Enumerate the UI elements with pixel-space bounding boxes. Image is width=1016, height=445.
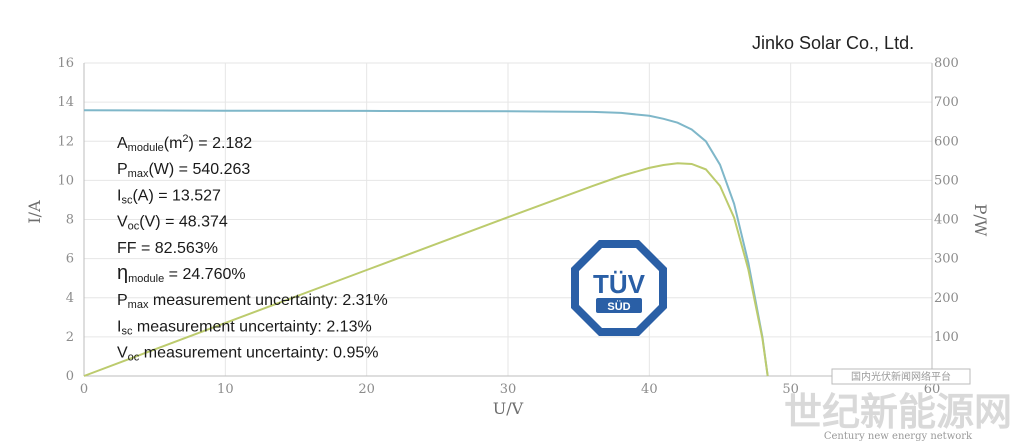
y2-tick-label: 400 [934, 213, 959, 228]
watermark: 国内光伏新闻网络平台 世纪新能源网 Century new energy net… [784, 368, 1012, 442]
y-tick-label: 14 [57, 95, 74, 110]
annotation-line: Pmax(W) = 540.263 [117, 161, 250, 180]
y-tick-label: 10 [57, 173, 74, 188]
y-tick-label: 2 [66, 330, 74, 345]
annotation-line: FF = 82.563% [117, 240, 218, 257]
y-axis-label: I/A [25, 200, 44, 224]
badge-text-sud: SÜD [607, 300, 630, 313]
annotation-line: Pmax measurement uncertainty: 2.31% [117, 292, 388, 311]
y2-tick-label: 500 [934, 173, 959, 188]
y2-tick-labels: 0100200300400500600700800 [934, 56, 959, 384]
annotation-line: ηmodule = 24.760% [117, 262, 246, 285]
watermark-main-text: 世纪新能源网 [784, 390, 1012, 434]
y2-tick-label: 100 [934, 330, 959, 345]
y-tick-labels: 0 2 4 6 8 10 12 14 16 [57, 56, 74, 384]
company-name: Jinko Solar Co., Ltd. [752, 33, 914, 53]
x-tick-label: 30 [500, 382, 517, 397]
axes [83, 63, 933, 377]
annotation-line: Isc measurement uncertainty: 2.13% [117, 318, 372, 337]
parameter-annotations: Amodule(m2) = 2.182 Pmax(W) = 540.263 Isc(… [117, 133, 388, 364]
x-tick-label: 60 [924, 382, 941, 397]
watermark-sub-text: Century new energy network [824, 431, 973, 442]
power-curve-line [83, 162, 769, 377]
y2-tick-label: 200 [934, 291, 959, 306]
x-tick-label: 50 [782, 382, 799, 397]
x-tick-label: 10 [217, 382, 234, 397]
watermark-top-box [831, 368, 971, 385]
y-tick-label: 12 [57, 134, 74, 149]
x-tick-label: 0 [80, 382, 88, 397]
badge-bar-shape [596, 298, 642, 313]
y-tick-label: 4 [66, 291, 74, 306]
badge-text-tuv: TÜV [593, 269, 646, 299]
y-tick-label: 8 [66, 213, 74, 228]
tuv-sud-badge: TÜV SÜD [571, 240, 667, 336]
y2-tick-label: 800 [934, 56, 959, 71]
current-curve-line [83, 109, 769, 377]
annotation-line: Voc(V) = 48.374 [117, 214, 228, 233]
annotation-line: Isc(A) = 13.527 [117, 187, 221, 206]
x-axis-label: U/V [493, 399, 524, 418]
y-tick-label: 0 [66, 369, 74, 384]
y2-axis-label: P/W [971, 204, 990, 237]
y2-tick-label: 600 [934, 134, 959, 149]
series-group [83, 109, 769, 377]
annotation-line: Amodule(m2) = 2.182 [117, 133, 252, 154]
watermark-top-text: 国内光伏新闻网络平台 [851, 370, 951, 383]
y2-tick-label: 700 [934, 95, 959, 110]
x-tick-label: 40 [641, 382, 658, 397]
x-tick-label: 20 [358, 382, 375, 397]
y-tick-label: 6 [66, 252, 74, 267]
y-tick-label: 16 [57, 56, 74, 71]
annotation-line: Voc measurement uncertainty: 0.95% [117, 345, 379, 364]
x-tick-labels: 0 10 20 30 40 50 60 [80, 382, 940, 397]
y2-tick-label: 300 [934, 252, 959, 267]
